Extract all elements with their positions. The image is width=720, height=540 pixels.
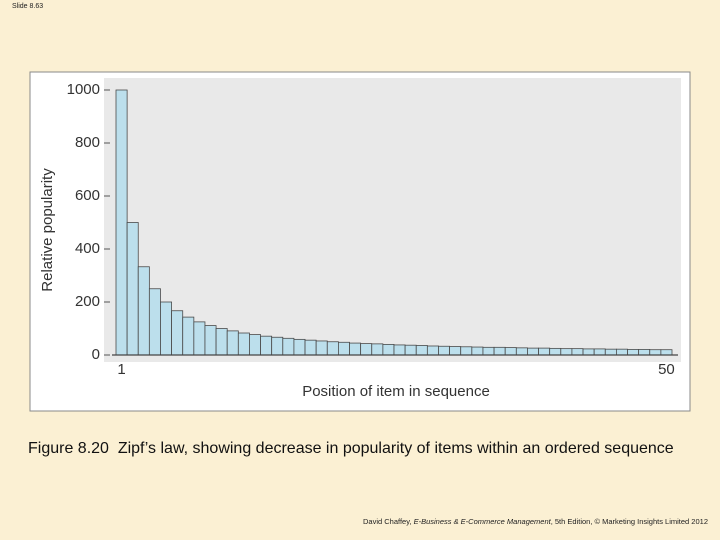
y-tick-label: 200 [75, 293, 100, 310]
footer-rest: , 5th Edition, © Marketing Insights Limi… [550, 517, 708, 526]
bar [126, 222, 139, 356]
y-tick-label: 800 [75, 134, 100, 151]
bar [638, 349, 651, 356]
footer-book: E-Business & E-Commerce Management [413, 517, 551, 526]
bar [404, 344, 417, 356]
bar [593, 348, 606, 356]
y-tick-label: 600 [75, 187, 100, 204]
bar [616, 348, 628, 356]
bar [171, 310, 184, 356]
bar [304, 339, 317, 356]
x-tick-label: 1 [117, 361, 125, 378]
y-tick-label: 0 [92, 346, 100, 363]
bar [649, 349, 662, 356]
bar [604, 348, 617, 356]
bar [137, 266, 150, 356]
plot-area [104, 78, 681, 362]
bar [582, 348, 595, 356]
caption-text: Zipf’s law, showing decrease in populari… [117, 440, 674, 457]
bar [337, 341, 350, 356]
bar [438, 345, 451, 356]
bar [382, 343, 395, 356]
bar [549, 347, 562, 356]
bar [627, 349, 640, 356]
bar [460, 346, 473, 356]
y-axis-label: Relative popularity [39, 168, 56, 292]
bar [493, 346, 506, 356]
bar [293, 338, 306, 356]
bar [148, 288, 161, 356]
bar [204, 325, 217, 356]
bar [349, 342, 362, 356]
footer: David Chaffey, E-Business & E-Commerce M… [363, 517, 708, 526]
bar [527, 347, 539, 356]
bar [515, 347, 528, 356]
x-tick-label: 50 [658, 361, 675, 378]
bar [215, 328, 228, 356]
bar [660, 349, 673, 356]
bar [360, 343, 373, 356]
bar [282, 337, 295, 356]
bar [249, 334, 261, 356]
slide-number: Slide 8.63 [12, 3, 44, 10]
bar [193, 321, 206, 356]
bar [538, 347, 551, 356]
y-tick-label: 1000 [67, 81, 100, 98]
bar [237, 332, 250, 356]
bar [449, 346, 462, 356]
bar [115, 89, 128, 356]
bar [415, 345, 428, 356]
bar [560, 348, 573, 356]
figure-number: Figure 8.20 [28, 440, 109, 457]
y-tick-label: 400 [75, 240, 100, 257]
bar [260, 335, 273, 356]
bar [326, 341, 339, 356]
figure-caption: Figure 8.20 Zipf’s law, showing decrease… [28, 438, 688, 460]
bar [226, 330, 239, 356]
bar [571, 348, 584, 356]
bar [160, 301, 172, 356]
bar [393, 344, 406, 356]
bar [504, 347, 517, 356]
bar [371, 343, 384, 356]
bar [271, 336, 284, 356]
bar [482, 346, 495, 356]
bar [426, 345, 439, 356]
bar [471, 346, 484, 356]
footer-author: David Chaffey, [362, 517, 414, 526]
x-axis-label: Position of item in sequence [302, 383, 490, 400]
bar [315, 340, 328, 356]
bar [182, 316, 195, 356]
